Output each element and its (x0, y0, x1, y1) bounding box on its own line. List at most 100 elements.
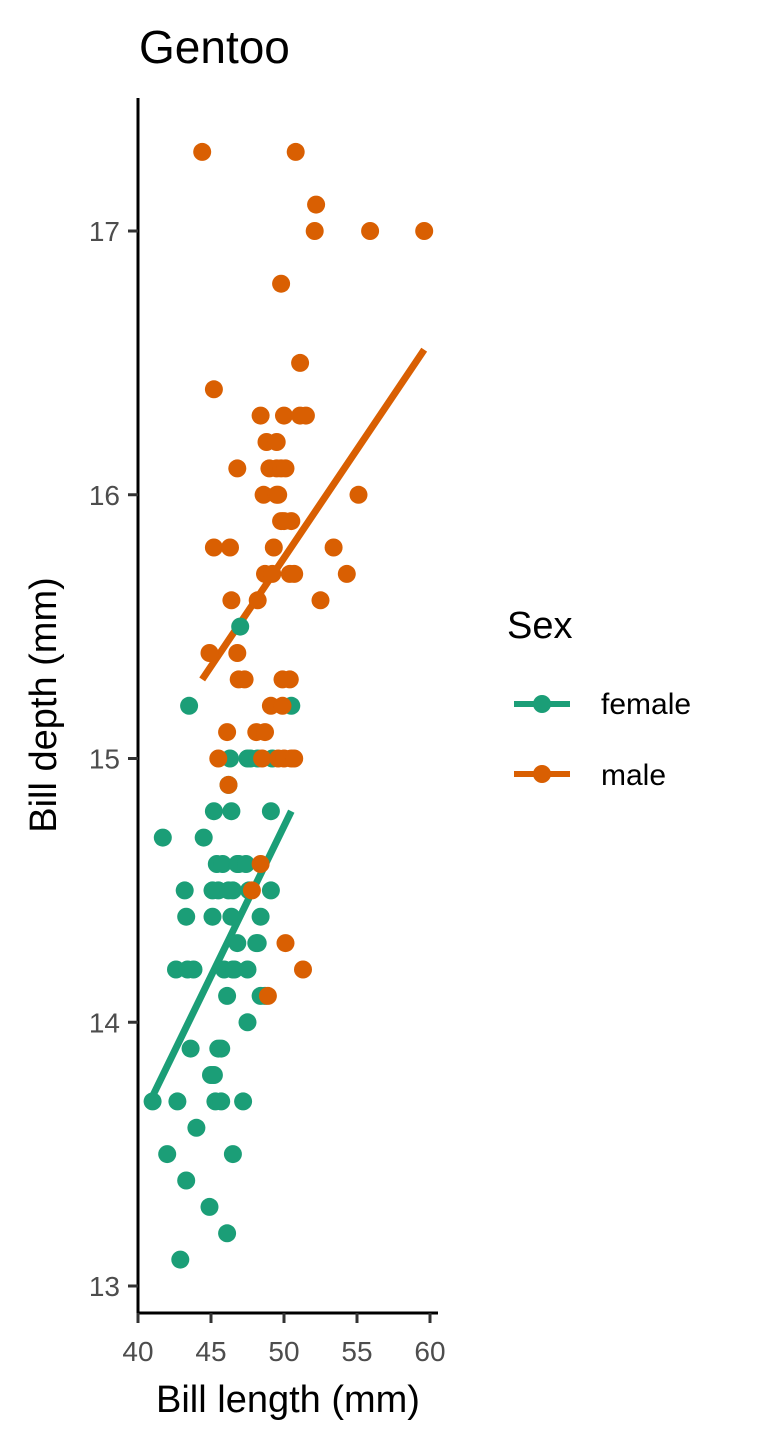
data-point-male-17 (251, 855, 270, 873)
data-point-female-18 (203, 907, 222, 926)
data-point-female-41 (228, 934, 247, 953)
data-point-male-47 (285, 564, 304, 583)
legend-key-dot-female (533, 695, 551, 713)
data-point-female-58 (261, 802, 280, 821)
data-point-female-27 (213, 855, 232, 873)
data-point-female-12 (184, 960, 203, 979)
legend: Sex female male (507, 605, 691, 792)
x-axis-ticks: 40 45 50 55 60 (122, 1313, 446, 1367)
data-point-male-20 (256, 723, 274, 742)
data-point-male-7 (221, 538, 239, 557)
x-tick-label: 50 (268, 1336, 299, 1367)
data-point-female-37 (223, 881, 242, 900)
y-tick-label: 16 (89, 480, 120, 511)
data-point-female-54 (251, 907, 270, 926)
data-point-female-14 (194, 828, 213, 847)
x-tick-label: 55 (341, 1336, 372, 1367)
data-points (143, 142, 434, 1269)
data-point-male-57 (324, 538, 343, 557)
data-point-female-25 (212, 1039, 231, 1058)
legend-title: Sex (507, 605, 572, 647)
data-point-female-4 (168, 1092, 187, 1111)
data-point-female-30 (218, 986, 237, 1005)
plot-panel (143, 142, 434, 1269)
data-point-male-48 (285, 749, 304, 768)
data-point-female-48 (238, 960, 257, 979)
x-axis-label: Bill length (mm) (156, 1379, 420, 1421)
data-point-male-53 (296, 406, 315, 425)
data-point-female-45 (237, 855, 255, 873)
data-point-female-43 (231, 617, 250, 636)
legend-item-female: female (514, 688, 691, 721)
data-point-male-45 (282, 512, 301, 531)
data-point-male-12 (235, 670, 254, 689)
y-tick-label: 15 (89, 744, 120, 775)
data-point-male-4 (209, 749, 228, 768)
y-axis-label: Bill depth (mm) (23, 577, 65, 833)
data-point-male-60 (361, 222, 380, 240)
data-point-male-58 (337, 564, 356, 583)
data-point-male-35 (272, 274, 291, 293)
data-point-female-57 (261, 881, 280, 900)
legend-label-female: female (601, 688, 691, 721)
data-point-male-18 (253, 749, 272, 768)
chart-title: Gentoo (139, 21, 290, 73)
data-point-male-1 (200, 644, 219, 662)
data-point-female-34 (222, 802, 241, 821)
data-point-female-52 (248, 934, 267, 953)
data-point-female-0 (143, 1092, 162, 1111)
data-point-female-5 (171, 1250, 190, 1269)
data-point-male-52 (294, 960, 312, 979)
data-point-male-29 (267, 433, 286, 451)
data-point-female-2 (158, 1145, 177, 1164)
data-point-male-59 (349, 485, 368, 504)
legend-key-dot-male (533, 765, 551, 783)
y-axis-ticks: 13 14 15 16 17 (89, 216, 138, 1302)
data-point-female-11 (181, 1039, 200, 1058)
data-point-male-61 (415, 222, 434, 240)
data-point-female-44 (234, 1092, 253, 1111)
data-point-female-10 (180, 696, 199, 715)
legend-item-male: male (514, 759, 666, 792)
data-point-male-10 (228, 459, 247, 478)
data-point-female-47 (238, 1013, 257, 1032)
data-point-male-41 (276, 934, 295, 953)
data-point-male-8 (222, 591, 241, 610)
y-tick-label: 14 (89, 1007, 120, 1038)
x-tick-label: 40 (122, 1336, 153, 1367)
data-point-male-3 (204, 538, 223, 557)
data-point-female-20 (204, 1066, 223, 1084)
data-point-female-6 (175, 881, 194, 900)
data-point-male-6 (219, 775, 238, 794)
data-point-female-7 (177, 907, 196, 926)
data-point-male-15 (248, 591, 267, 610)
data-point-male-27 (264, 538, 283, 557)
data-point-male-5 (218, 723, 237, 742)
data-point-male-0 (193, 142, 212, 161)
x-tick-label: 45 (195, 1336, 226, 1367)
data-point-male-54 (305, 222, 324, 240)
data-point-female-36 (223, 1145, 242, 1164)
data-point-male-56 (311, 591, 330, 610)
data-point-male-49 (286, 142, 305, 161)
data-point-male-37 (273, 696, 292, 715)
data-point-female-39 (225, 960, 244, 979)
data-point-female-29 (218, 1224, 237, 1243)
y-tick-label: 13 (89, 1271, 120, 1302)
data-point-female-8 (177, 1171, 196, 1190)
data-point-male-50 (291, 353, 310, 372)
data-point-male-42 (276, 459, 295, 478)
data-point-male-26 (263, 564, 282, 583)
legend-label-male: male (601, 759, 666, 792)
data-point-male-55 (307, 195, 326, 214)
data-point-female-19 (204, 802, 223, 821)
data-point-male-44 (280, 670, 299, 689)
data-point-female-13 (187, 1118, 206, 1137)
data-point-male-23 (258, 986, 277, 1005)
data-point-female-26 (212, 1092, 231, 1111)
fit-line-female (149, 809, 295, 1098)
data-point-male-32 (269, 485, 288, 504)
data-point-female-15 (200, 1197, 219, 1216)
x-tick-label: 60 (414, 1336, 445, 1367)
